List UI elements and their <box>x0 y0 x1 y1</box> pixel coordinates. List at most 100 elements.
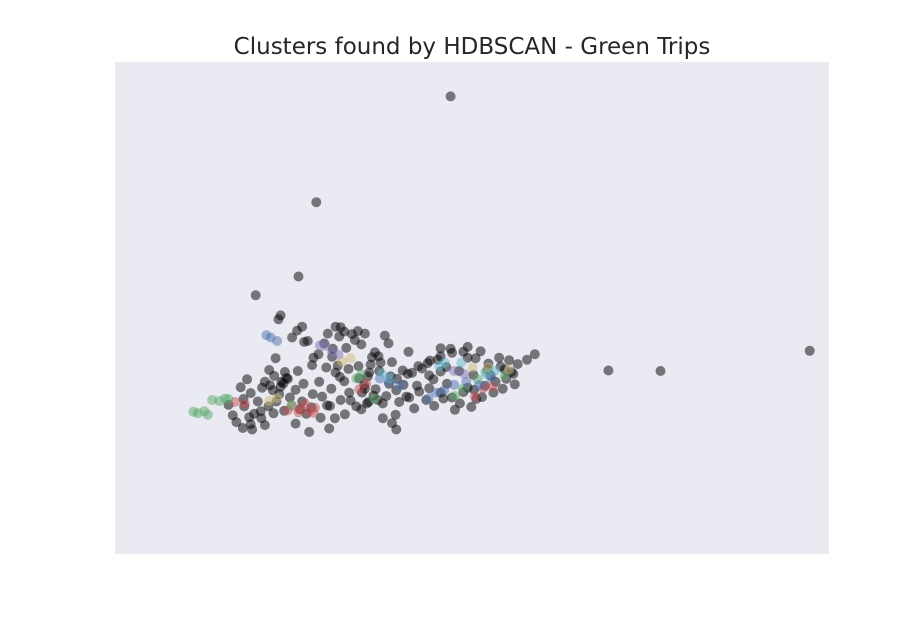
scatter-point <box>334 331 345 342</box>
scatter-point <box>481 369 492 380</box>
scatter-point <box>402 368 413 379</box>
scatter-point <box>326 383 337 394</box>
scatter-point <box>299 336 310 347</box>
scatter-point <box>445 91 456 102</box>
scatter-point <box>250 290 261 301</box>
scatter-point <box>361 378 372 389</box>
plot-area <box>115 62 829 554</box>
scatter-point <box>475 346 486 357</box>
scatter-point <box>456 357 467 368</box>
scatter-point <box>227 410 238 421</box>
scatter-point <box>423 393 434 404</box>
scatter-point <box>286 399 297 410</box>
scatter-point <box>429 400 440 411</box>
scatter-point <box>504 364 515 375</box>
scatter-point <box>322 328 333 339</box>
scatter-point <box>414 386 425 397</box>
scatter-point <box>474 380 485 391</box>
scatter-point <box>409 403 420 414</box>
scatter-point <box>422 358 433 369</box>
scatter-point <box>307 389 318 400</box>
scatter-point <box>390 409 401 420</box>
scatter-point <box>329 413 340 424</box>
scatter-point <box>365 359 376 370</box>
scatter-point <box>373 351 384 362</box>
scatter-point <box>462 341 473 352</box>
scatter-point <box>428 374 439 385</box>
scatter-point <box>387 357 397 368</box>
scatter-point <box>324 400 335 411</box>
scatter-point <box>341 342 352 353</box>
scatter-point <box>242 374 253 385</box>
scatter-point <box>362 398 372 409</box>
scatter-point <box>304 427 315 437</box>
scatter-point <box>394 397 405 407</box>
scatter-point <box>293 271 304 282</box>
scatter-point <box>370 384 381 395</box>
scatter-point <box>298 378 309 389</box>
scatter-point <box>313 349 324 360</box>
scatter-point <box>287 332 298 343</box>
scatter-point <box>275 381 286 392</box>
scatter-point <box>314 376 325 387</box>
scatter-point <box>377 413 388 424</box>
scatter-point <box>255 406 266 417</box>
data-points <box>188 91 815 437</box>
scatter-point <box>330 321 341 332</box>
scatter-point <box>381 391 392 402</box>
scatter-point <box>297 321 308 332</box>
scatter-point <box>497 383 508 394</box>
scatter-point <box>430 387 441 398</box>
scatter-point <box>356 339 367 350</box>
scatter-point <box>804 345 815 356</box>
scatter-point <box>272 393 283 403</box>
scatter-point <box>359 328 370 339</box>
scatter-point <box>512 359 523 370</box>
scatter-point <box>394 380 405 391</box>
scatter-point <box>311 197 322 208</box>
scatter-point <box>290 384 301 395</box>
scatter-point <box>299 398 310 409</box>
scatter-point <box>356 369 367 380</box>
scatter-point <box>202 409 213 420</box>
scatter-point <box>268 408 279 419</box>
scatter-point <box>529 349 540 360</box>
scatter-point <box>466 401 477 412</box>
scatter-point <box>477 392 487 403</box>
scatter-point <box>404 392 415 403</box>
scatter-point <box>384 373 395 384</box>
scatter-point <box>449 379 460 390</box>
scatter-point <box>290 418 301 429</box>
scatter-point <box>245 419 256 430</box>
scatter-point <box>459 368 470 379</box>
scatter-point <box>235 382 246 393</box>
scatter-point <box>369 393 380 404</box>
scatter-point <box>489 366 500 376</box>
scatter-point <box>403 346 414 357</box>
scatter-point <box>438 393 449 404</box>
scatter-point <box>445 343 456 354</box>
scatter-point <box>449 391 460 402</box>
scatter-point <box>188 406 199 417</box>
scatter-point <box>354 384 365 395</box>
scatter-point <box>320 340 331 351</box>
scatter-point <box>487 381 498 392</box>
scatter-point <box>324 423 335 434</box>
scatter-point <box>439 357 450 368</box>
scatter-point <box>655 366 666 376</box>
scatter-point <box>264 396 275 406</box>
scatter-point <box>237 423 248 433</box>
scatter-point <box>257 382 268 393</box>
scatter-point <box>435 343 446 354</box>
scatter-point <box>337 356 348 367</box>
scatter-point <box>391 424 402 435</box>
scatter-point <box>347 329 357 340</box>
scatter-point <box>315 412 326 423</box>
scatter-point <box>469 391 480 402</box>
scatter-point <box>259 420 270 431</box>
scatter-point <box>239 398 250 409</box>
scatter-point <box>383 338 394 349</box>
scatter-point <box>344 387 355 398</box>
scatter-point <box>269 370 280 381</box>
